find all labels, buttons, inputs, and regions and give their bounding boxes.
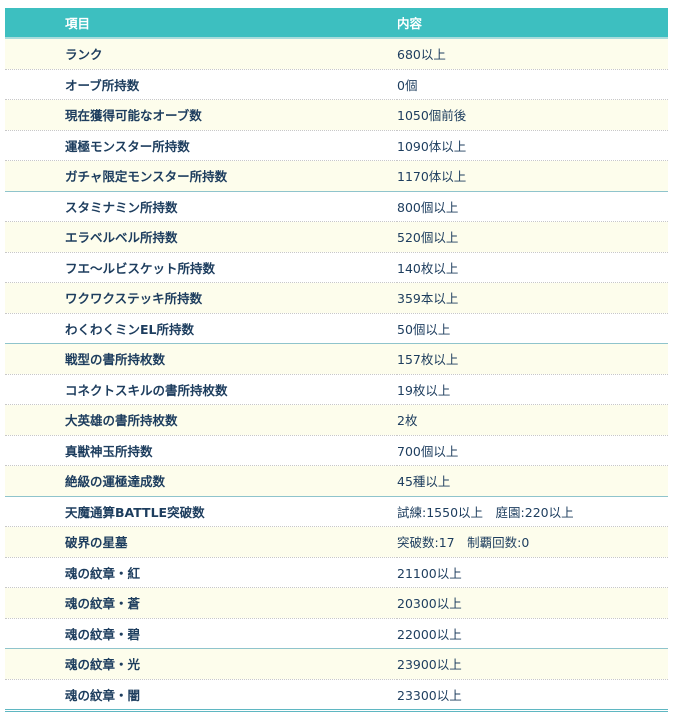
row-content: 試練:1550以上 庭園:220以上: [397, 496, 668, 527]
row-content: 157枚以上: [397, 343, 668, 375]
table-row: 魂の紋章・蒼 20300以上: [5, 587, 668, 619]
table-row: 戦型の書所持枚数 157枚以上: [5, 343, 668, 375]
row-content: 1170体以上: [397, 160, 668, 192]
row-content: 45種以上: [397, 465, 668, 497]
row-content: 1050個前後: [397, 99, 668, 131]
row-item: コネクトスキルの書所持枚数: [5, 374, 397, 405]
table-row: ランク 680以上: [5, 38, 668, 70]
row-content: 1090体以上: [397, 130, 668, 161]
table-row: 運極モンスター所持数 1090体以上: [5, 130, 668, 161]
account-info-table: 項目 内容 ランク 680以上 オーブ所持数 0個 現在獲得可能なオーブ数 1050個前後…: [5, 8, 668, 712]
header-item: 項目: [5, 8, 397, 39]
row-content: 20300以上: [397, 587, 668, 619]
row-content: 23900以上: [397, 648, 668, 680]
row-content: 680以上: [397, 38, 668, 70]
row-item: 絶級の運極達成数: [5, 465, 397, 497]
row-item: 魂の紋章・闇: [5, 679, 397, 712]
table-row: フエ～ルビスケット所持数 140枚以上: [5, 252, 668, 283]
row-content: 23300以上: [397, 679, 668, 712]
row-content: 2枚: [397, 404, 668, 436]
row-content: 突破数:17 制覇回数:0: [397, 526, 668, 558]
row-content: 21100以上: [397, 557, 668, 588]
table-row: 大英雄の書所持枚数 2枚: [5, 404, 668, 436]
row-item: 戦型の書所持枚数: [5, 343, 397, 375]
row-content: 140枚以上: [397, 252, 668, 283]
table-row: 魂の紋章・闇 23300以上: [5, 679, 668, 712]
table-row: 魂の紋章・光 23900以上: [5, 648, 668, 680]
row-content: 359本以上: [397, 282, 668, 314]
row-item: わくわくミンEL所持数: [5, 313, 397, 344]
row-content: 50個以上: [397, 313, 668, 344]
table-row: ガチャ限定モンスター所持数 1170体以上: [5, 160, 668, 192]
row-item: フエ～ルビスケット所持数: [5, 252, 397, 283]
row-item: エラベルベル所持数: [5, 221, 397, 253]
row-content: 700個以上: [397, 435, 668, 466]
header-content: 内容: [397, 8, 668, 39]
row-item: 魂の紋章・紅: [5, 557, 397, 588]
row-item: 魂の紋章・蒼: [5, 587, 397, 619]
row-content: 520個以上: [397, 221, 668, 253]
row-item: 破界の星墓: [5, 526, 397, 558]
row-item: 天魔通算BATTLE突破数: [5, 496, 397, 527]
table-row: 天魔通算BATTLE突破数 試練:1550以上 庭園:220以上: [5, 496, 668, 527]
row-item: ガチャ限定モンスター所持数: [5, 160, 397, 192]
row-content: 19枚以上: [397, 374, 668, 405]
row-item: スタミナミン所持数: [5, 191, 397, 222]
table-row: 魂の紋章・碧 22000以上: [5, 618, 668, 649]
table-row: 破界の星墓 突破数:17 制覇回数:0: [5, 526, 668, 558]
row-item: 真獣神玉所持数: [5, 435, 397, 466]
row-item: ランク: [5, 38, 397, 70]
row-item: 現在獲得可能なオーブ数: [5, 99, 397, 131]
table-row: 魂の紋章・紅 21100以上: [5, 557, 668, 588]
table-row: ワクワクステッキ所持数 359本以上: [5, 282, 668, 314]
table-row: スタミナミン所持数 800個以上: [5, 191, 668, 222]
row-item: 大英雄の書所持枚数: [5, 404, 397, 436]
table-row: 真獣神玉所持数 700個以上: [5, 435, 668, 466]
table-header: 項目 内容: [5, 8, 668, 39]
row-content: 0個: [397, 69, 668, 100]
row-item: オーブ所持数: [5, 69, 397, 100]
table-row: 現在獲得可能なオーブ数 1050個前後: [5, 99, 668, 131]
row-content: 800個以上: [397, 191, 668, 222]
row-item: 運極モンスター所持数: [5, 130, 397, 161]
row-item: 魂の紋章・光: [5, 648, 397, 680]
table-row: エラベルベル所持数 520個以上: [5, 221, 668, 253]
row-item: 魂の紋章・碧: [5, 618, 397, 649]
table-row: コネクトスキルの書所持枚数 19枚以上: [5, 374, 668, 405]
table-row: 絶級の運極達成数 45種以上: [5, 465, 668, 497]
row-content: 22000以上: [397, 618, 668, 649]
table-row: オーブ所持数 0個: [5, 69, 668, 100]
table-row: わくわくミンEL所持数 50個以上: [5, 313, 668, 344]
row-item: ワクワクステッキ所持数: [5, 282, 397, 314]
